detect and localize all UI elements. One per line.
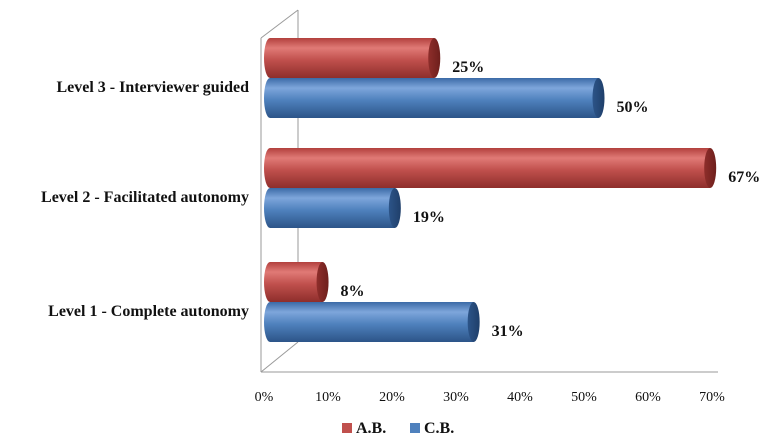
legend-label-a-b: A.B. [356, 420, 386, 437]
data-label-a-b-level-3-interviewer-guided: 25% [452, 59, 484, 76]
x-tick-label: 50% [571, 390, 597, 405]
x-tick-label: 20% [379, 390, 405, 405]
bar-c-b-level-3-interviewer-guided [264, 78, 605, 118]
x-axis: 0% 10% 20% 30% 40% 50% 60% 70% [255, 390, 726, 405]
x-tick-label: 40% [507, 390, 533, 405]
data-label-a-b-level-2-facilitated-autonomy: 67% [728, 169, 760, 186]
category-label-level-3-interviewer-guided: Level 3 - Interviewer guided [56, 79, 249, 96]
data-label-c-b-level-3-interviewer-guided: 50% [617, 99, 649, 116]
data-label-a-b-level-1-complete-autonomy: 8% [341, 283, 365, 300]
bar-a-b-level-2-facilitated-autonomy [264, 148, 717, 188]
data-label-c-b-level-2-facilitated-autonomy: 19% [413, 209, 445, 226]
bar-a-b-level-3-interviewer-guided [264, 38, 441, 78]
x-tick-label: 10% [315, 390, 341, 405]
legend-label-c-b: C.B. [424, 420, 454, 437]
data-label-c-b-level-1-complete-autonomy: 31% [492, 323, 524, 340]
category-label-level-1-complete-autonomy: Level 1 - Complete autonomy [48, 303, 249, 320]
x-tick-label: 70% [699, 390, 725, 405]
legend-swatch-c-b [410, 423, 420, 433]
labels-layer: Level 3 - Interviewer guided 25% 50% Level … [41, 59, 760, 340]
bar-c-b-level-2-facilitated-autonomy [264, 188, 401, 228]
x-tick-label: 0% [255, 390, 274, 405]
x-tick-label: 30% [443, 390, 469, 405]
category-label-level-2-facilitated-autonomy: Level 2 - Facilitated autonomy [41, 189, 249, 206]
x-tick-label: 60% [635, 390, 661, 405]
bar-c-b-level-1-complete-autonomy [264, 302, 480, 342]
legend-swatch-a-b [342, 423, 352, 433]
bar-a-b-level-1-complete-autonomy [264, 262, 329, 302]
legend: A.B. C.B. [342, 420, 454, 437]
bars-layer [264, 38, 717, 342]
